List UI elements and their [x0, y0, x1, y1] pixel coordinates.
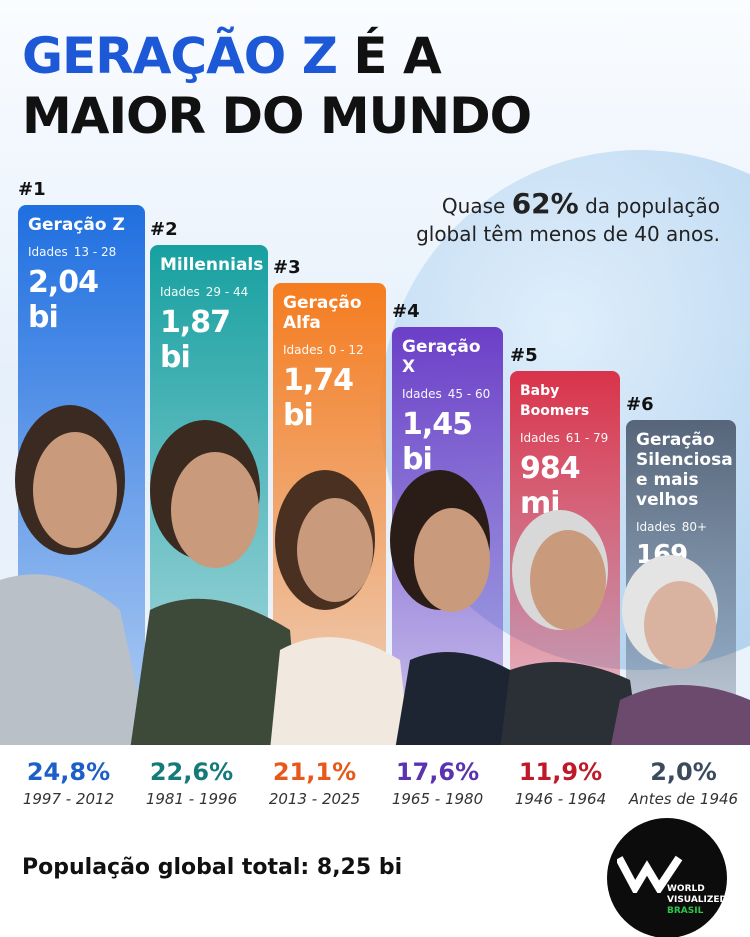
ages: Idades 29 - 44	[160, 285, 258, 299]
generation-name: Geração Z	[28, 215, 125, 235]
generation-name: Baby Boomers	[520, 383, 590, 419]
ages-range: 0 - 12	[328, 343, 364, 357]
share: 24,8%	[26, 758, 111, 786]
ages-label: Idades	[402, 387, 442, 401]
title: GERAÇÃO Z É A	[22, 27, 442, 85]
rank: #3	[273, 257, 301, 278]
ages-range: 61 - 79	[565, 431, 609, 445]
years: 1981 - 1996	[145, 790, 238, 808]
logo: WORLD VISUALIZED BRASIL	[607, 818, 727, 937]
ages-range: 29 - 44	[205, 285, 249, 299]
share: 21,1%	[272, 758, 357, 786]
ages-label: Idades	[160, 285, 200, 299]
ages-range: 13 - 28	[73, 245, 117, 259]
ages: Idades 80+	[636, 520, 726, 534]
years: 2013 - 2025	[268, 790, 361, 808]
years: 1997 - 2012	[22, 790, 115, 808]
ages: Idades 13 - 28	[28, 245, 135, 259]
logo-line2: VISUALIZED	[667, 895, 728, 905]
population: 1,87 bi	[160, 305, 231, 375]
rank: #2	[150, 219, 178, 240]
title-rest: É A	[353, 27, 441, 85]
generation-name: Geração Silenciosa e mais velhos	[636, 430, 733, 510]
ages: Idades 45 - 60	[402, 387, 493, 401]
years: 1946 - 1964	[514, 790, 607, 808]
rank: #1	[18, 179, 46, 200]
total: População global total: 8,25 bi	[22, 855, 403, 880]
rank: #6	[626, 394, 654, 415]
logo-line1: WORLD	[667, 884, 705, 894]
logo-line3: BRASIL	[667, 906, 704, 916]
ages: Idades 61 - 79	[520, 431, 610, 445]
ages-label: Idades	[520, 431, 560, 445]
population: 1,74 bi	[283, 363, 354, 433]
ages-label: Idades	[283, 343, 323, 357]
share: 11,9%	[518, 758, 603, 786]
generation-name: Geração Alfa	[283, 293, 362, 333]
generation-name: Geração X	[402, 337, 481, 377]
title-line2: MAIOR DO MUNDO	[22, 87, 532, 145]
ages-label: Idades	[28, 245, 68, 259]
callout-post: da população	[585, 194, 720, 218]
generation-name: Millennials	[160, 255, 264, 275]
callout-highlight: 62%	[511, 187, 579, 220]
callout: Quase 62% da população global têm menos d…	[400, 190, 720, 248]
population: 1,45 bi	[402, 407, 473, 477]
ages-label: Idades	[636, 520, 676, 534]
population: 2,04 bi	[28, 265, 99, 335]
logo-mark	[617, 855, 683, 893]
share: 22,6%	[149, 758, 234, 786]
people	[0, 405, 750, 750]
share: 17,6%	[395, 758, 480, 786]
share: 2,0%	[650, 758, 717, 786]
years: 1965 - 1980	[391, 790, 484, 808]
ages-range: 80+	[681, 520, 708, 534]
callout-line2: global têm menos de 40 anos.	[416, 222, 720, 246]
title-highlight: GERAÇÃO Z	[22, 27, 338, 85]
ages-range: 45 - 60	[447, 387, 491, 401]
ages: Idades 0 - 12	[283, 343, 376, 357]
years: Antes de 1946	[628, 790, 739, 808]
rank: #5	[510, 345, 538, 366]
rank: #4	[392, 301, 420, 322]
callout-pre: Quase	[441, 194, 506, 218]
